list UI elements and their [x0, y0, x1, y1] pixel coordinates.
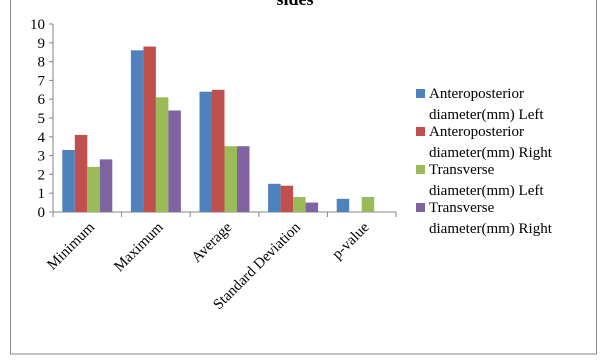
bar: [155, 97, 169, 212]
legend-item: Anteroposterior diameter(mm) Right: [416, 124, 553, 161]
y-tick-label: 4: [38, 130, 46, 146]
bar: [99, 159, 113, 212]
legend-label: Transverse diameter(mm) Left: [429, 162, 544, 199]
legend-item: Transverse diameter(mm) Left: [416, 162, 544, 199]
legend: Anteroposterior diameter(mm) LeftAnteropo…: [416, 86, 553, 237]
legend-label: Transverse diameter(mm) Right: [429, 200, 553, 237]
bar: [336, 198, 350, 212]
legend-label-line: Transverse: [429, 162, 495, 178]
bar: [168, 110, 181, 212]
y-tick-label: 6: [38, 92, 46, 108]
bar: [361, 196, 375, 212]
bar: [212, 89, 225, 212]
legend-label-line: Anteroposterior: [429, 124, 524, 140]
bar: [199, 91, 212, 212]
legend-label: Anteroposterior diameter(mm) Left: [429, 86, 544, 123]
legend-label-line: diameter(mm) Left: [429, 107, 544, 123]
legend-label-line: Anteroposterior: [429, 86, 524, 102]
chart-title: sides: [276, 0, 313, 9]
bar: [143, 46, 156, 213]
bar: [87, 166, 100, 212]
legend-swatch: [416, 89, 425, 98]
bar: [224, 146, 237, 212]
y-tick-label: 2: [38, 167, 46, 183]
bar: [130, 50, 144, 212]
bar: [305, 202, 319, 212]
legend-swatch: [416, 203, 425, 212]
y-tick-label: 10: [30, 17, 45, 33]
bar: [293, 196, 306, 212]
y-tick-label: 1: [38, 186, 46, 202]
legend-label-line: diameter(mm) Right: [429, 145, 553, 161]
legend-item: Transverse diameter(mm) Right: [416, 200, 553, 237]
y-tick-label: 5: [38, 111, 46, 127]
legend-swatch: [416, 165, 425, 174]
legend-item: Anteroposterior diameter(mm) Left: [416, 86, 544, 123]
bar: [268, 183, 281, 212]
legend-label-line: Transverse: [429, 200, 495, 216]
y-tick-label: 3: [38, 149, 46, 165]
y-tick-label: 0: [38, 205, 46, 221]
bar: [62, 149, 75, 212]
y-tick-label: 9: [38, 36, 46, 52]
bar: [74, 134, 88, 212]
bar: [280, 185, 294, 212]
legend-label-line: diameter(mm) Left: [429, 183, 544, 199]
y-tick-label: 7: [38, 73, 46, 89]
bar: [237, 146, 250, 212]
legend-label-line: diameter(mm) Right: [429, 221, 553, 237]
legend-swatch: [416, 127, 425, 136]
legend-label: Anteroposterior diameter(mm) Right: [429, 124, 553, 161]
y-tick-label: 8: [38, 55, 46, 71]
